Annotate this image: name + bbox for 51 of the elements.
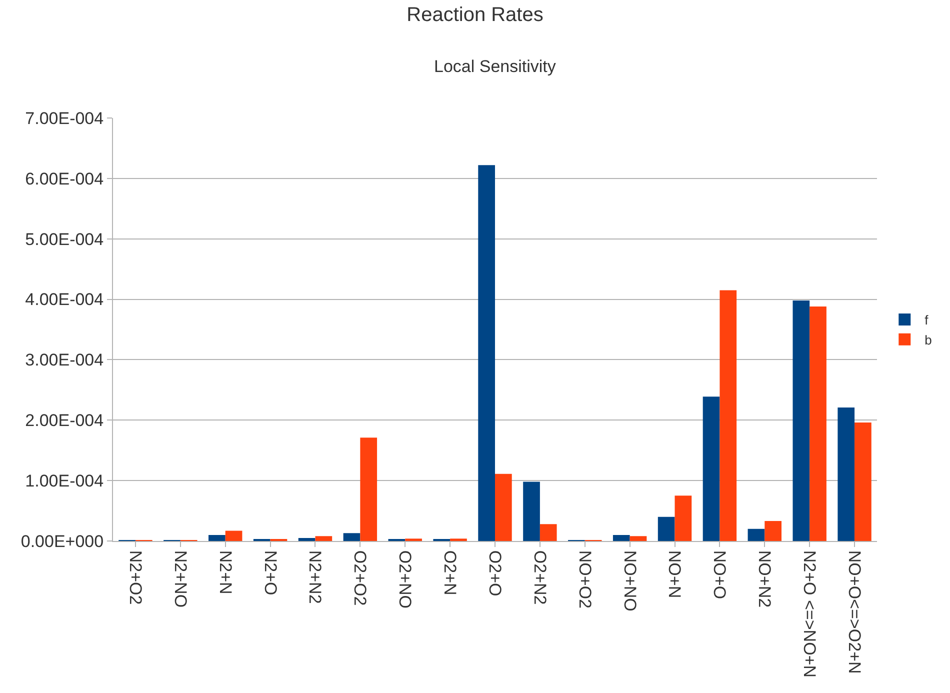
- bar: [792, 300, 810, 541]
- x-tick-label: O2+N: [440, 550, 460, 596]
- bar: [810, 306, 826, 541]
- chart-title: Reaction Rates: [406, 4, 544, 26]
- bar: [612, 534, 630, 541]
- bar: [838, 407, 855, 541]
- y-tick-label: 1.00E-004: [25, 472, 104, 491]
- y-tick-label: 5.00E-004: [25, 230, 104, 249]
- x-tick-label: O2+O: [485, 550, 504, 596]
- bar: [208, 534, 226, 541]
- bar: [225, 530, 242, 541]
- x-tick-label: NO+O<=>O2+N: [845, 550, 864, 674]
- bar: [854, 422, 872, 541]
- bar: [674, 496, 692, 541]
- x-tick-label: NO+N: [665, 550, 684, 598]
- bar: [630, 536, 647, 541]
- y-tick-label: 4.00E-004: [25, 290, 104, 310]
- y-tick-label: 0.00E+000: [20, 532, 104, 551]
- bar: [540, 524, 557, 541]
- chart-subtitle: Local Sensitivity: [434, 57, 556, 76]
- bar: [343, 533, 360, 541]
- bar: [720, 290, 737, 541]
- bar: [478, 165, 495, 541]
- x-tick-label: O2+NO: [396, 550, 415, 609]
- x-tick-label: NO+O2: [575, 550, 594, 609]
- bar: [298, 538, 316, 541]
- bar: [702, 396, 720, 541]
- x-tick-label: N2+O: [260, 550, 280, 596]
- bar: [495, 474, 512, 541]
- x-tick-label: NO+O: [710, 550, 730, 600]
- x-tick-label: N2+O <=>NO+N: [800, 550, 820, 678]
- x-tick-label: NO+N2: [755, 550, 774, 608]
- legend-label: b: [924, 332, 932, 348]
- bar: [315, 536, 332, 541]
- x-tick-label: N2+N2: [306, 550, 325, 604]
- y-tick-label: 7.00E-004: [25, 108, 104, 128]
- x-tick-label: N2+O2: [126, 550, 145, 605]
- x-tick-label: NO+NO: [620, 550, 640, 612]
- legend-label: f: [924, 312, 929, 328]
- x-tick-label: N2+NO: [170, 550, 190, 608]
- bar: [764, 521, 782, 541]
- bar: [658, 516, 675, 541]
- bar: [523, 482, 540, 541]
- x-tick-label: O2+O2: [350, 550, 370, 606]
- x-tick-label: O2+N2: [530, 550, 550, 605]
- bar: [748, 528, 765, 541]
- bar: [360, 438, 378, 541]
- y-tick-label: 3.00E-004: [25, 350, 104, 370]
- x-tick-label: N2+N: [216, 550, 235, 594]
- y-tick-label: 6.00E-004: [25, 169, 104, 188]
- y-tick-label: 2.00E-004: [25, 411, 104, 430]
